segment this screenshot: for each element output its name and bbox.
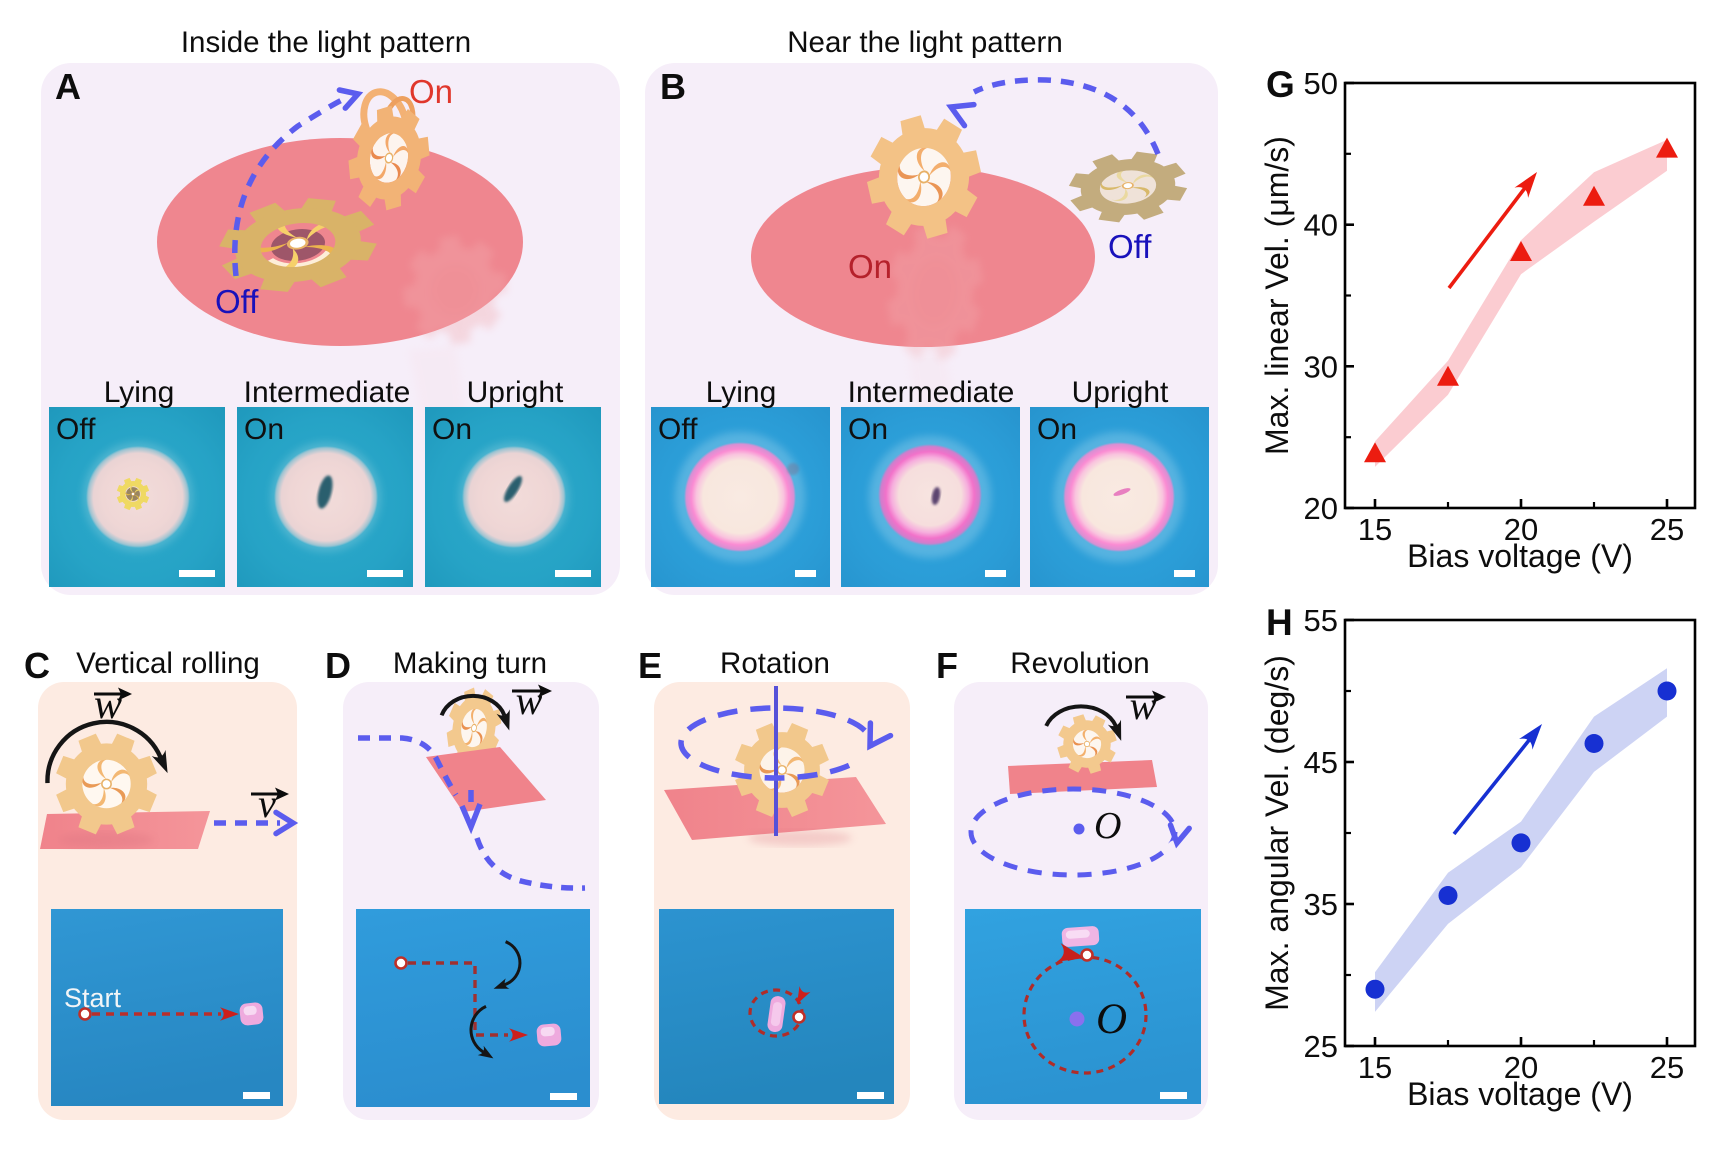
svg-text:On: On (409, 73, 453, 110)
svg-text:Rotation: Rotation (720, 647, 830, 680)
svg-text:25: 25 (1304, 1029, 1338, 1064)
svg-text:Max. linear Vel. (μm/s): Max. linear Vel. (μm/s) (1259, 136, 1295, 455)
svg-text:50: 50 (1304, 66, 1338, 101)
svg-text:A: A (55, 66, 81, 107)
svg-text:Max. angular Vel. (deg/s): Max. angular Vel. (deg/s) (1259, 655, 1295, 1011)
svg-text:G: G (1266, 64, 1295, 105)
svg-text:30: 30 (1304, 349, 1338, 384)
svg-text:On: On (244, 413, 284, 446)
svg-text:Making turn: Making turn (393, 647, 547, 680)
svg-text:F: F (936, 645, 958, 686)
svg-text:Bias voltage (V): Bias voltage (V) (1407, 538, 1633, 574)
svg-text:40: 40 (1304, 208, 1338, 243)
svg-text:B: B (660, 66, 686, 107)
svg-text:Upright: Upright (1072, 376, 1169, 409)
svg-text:20: 20 (1504, 512, 1538, 547)
svg-text:On: On (848, 413, 888, 446)
svg-text:w: w (1130, 683, 1157, 728)
svg-text:20: 20 (1504, 1050, 1538, 1085)
svg-text:v: v (258, 781, 276, 826)
svg-text:Off: Off (215, 283, 259, 320)
svg-text:Revolution: Revolution (1010, 647, 1149, 680)
svg-text:w: w (516, 678, 543, 723)
svg-text:Bias voltage (V): Bias voltage (V) (1407, 1076, 1633, 1112)
svg-text:Vertical rolling: Vertical rolling (76, 647, 260, 680)
svg-text:45: 45 (1304, 745, 1338, 780)
svg-text:15: 15 (1358, 1050, 1392, 1085)
svg-text:O: O (1096, 996, 1127, 1043)
svg-text:Off: Off (56, 413, 96, 446)
svg-text:Upright: Upright (467, 376, 564, 409)
svg-text:O: O (1094, 805, 1121, 847)
svg-text:On: On (432, 413, 472, 446)
svg-text:On: On (1037, 413, 1077, 446)
svg-text:D: D (325, 645, 351, 686)
svg-text:C: C (24, 645, 50, 686)
svg-text:35: 35 (1304, 887, 1338, 922)
svg-text:Inside the light pattern: Inside the light pattern (181, 26, 471, 59)
svg-text:20: 20 (1304, 491, 1338, 526)
svg-text:Intermediate: Intermediate (848, 376, 1015, 409)
svg-text:H: H (1266, 602, 1293, 643)
svg-text:Off: Off (658, 413, 698, 446)
svg-text:25: 25 (1650, 1050, 1684, 1085)
svg-text:Start: Start (64, 983, 122, 1013)
svg-text:Lying: Lying (104, 376, 175, 409)
svg-text:Lying: Lying (706, 376, 777, 409)
svg-text:Intermediate: Intermediate (244, 376, 411, 409)
svg-text:Near the light pattern: Near the light pattern (787, 26, 1063, 59)
svg-text:55: 55 (1304, 603, 1338, 638)
svg-text:On: On (848, 248, 892, 285)
svg-text:w: w (94, 682, 122, 728)
svg-text:E: E (638, 645, 662, 686)
svg-text:Off: Off (1108, 228, 1152, 265)
svg-text:15: 15 (1358, 512, 1392, 547)
svg-text:25: 25 (1650, 512, 1684, 547)
